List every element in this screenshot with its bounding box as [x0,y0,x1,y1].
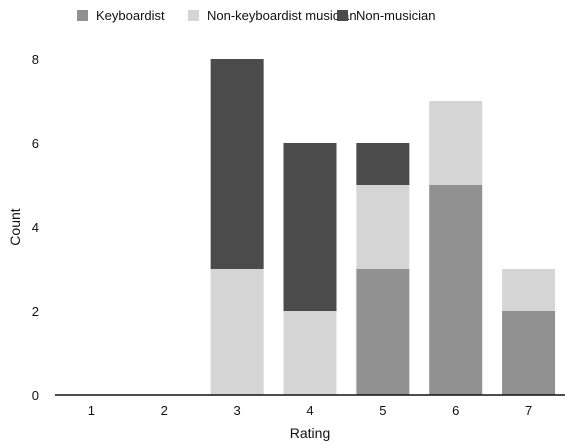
y-axis-ticks: 0 2 4 6 8 [32,52,39,403]
bar-non-musician-rating-4 [283,143,337,311]
bars-group [210,59,556,395]
bar-non-keyboardist-musician-rating-4 [283,311,337,395]
bar-non-keyboardist-musician-rating-5 [356,185,410,269]
bar-keyboardist-rating-7 [502,311,556,395]
y-tick-label-8: 8 [32,52,39,67]
x-tick-label-7: 7 [525,403,532,418]
legend-swatch-keyboardist [77,10,88,21]
legend-swatch-non-musician [337,10,348,21]
legend-swatch-non-keyboardist-musician [188,10,199,21]
legend: Keyboardist Non-keyboardist musician Non-m… [77,8,435,23]
x-tick-label-5: 5 [379,403,386,418]
legend-label-keyboardist: Keyboardist [96,8,165,23]
x-tick-label-2: 2 [161,403,168,418]
bar-non-keyboardist-musician-rating-7 [502,269,556,311]
x-axis-ticks: 1 2 3 4 5 6 7 [88,403,532,418]
y-tick-label-4: 4 [32,220,39,235]
y-tick-label-0: 0 [32,388,39,403]
y-axis-label: Count [7,208,23,245]
bar-keyboardist-rating-5 [356,269,410,395]
x-tick-label-6: 6 [452,403,459,418]
x-tick-label-3: 3 [234,403,241,418]
legend-label-non-musician: Non-musician [356,8,435,23]
x-axis-label: Rating [290,425,330,441]
legend-label-non-keyboardist-musician: Non-keyboardist musician [207,8,357,23]
bar-non-musician-rating-5 [356,143,410,185]
bar-non-musician-rating-3 [210,59,264,269]
bar-non-keyboardist-musician-rating-6 [429,101,483,185]
bar-keyboardist-rating-6 [429,185,483,395]
y-tick-label-6: 6 [32,136,39,151]
y-tick-label-2: 2 [32,304,39,319]
x-tick-label-1: 1 [88,403,95,418]
bar-non-keyboardist-musician-rating-3 [210,269,264,395]
x-tick-label-4: 4 [306,403,313,418]
